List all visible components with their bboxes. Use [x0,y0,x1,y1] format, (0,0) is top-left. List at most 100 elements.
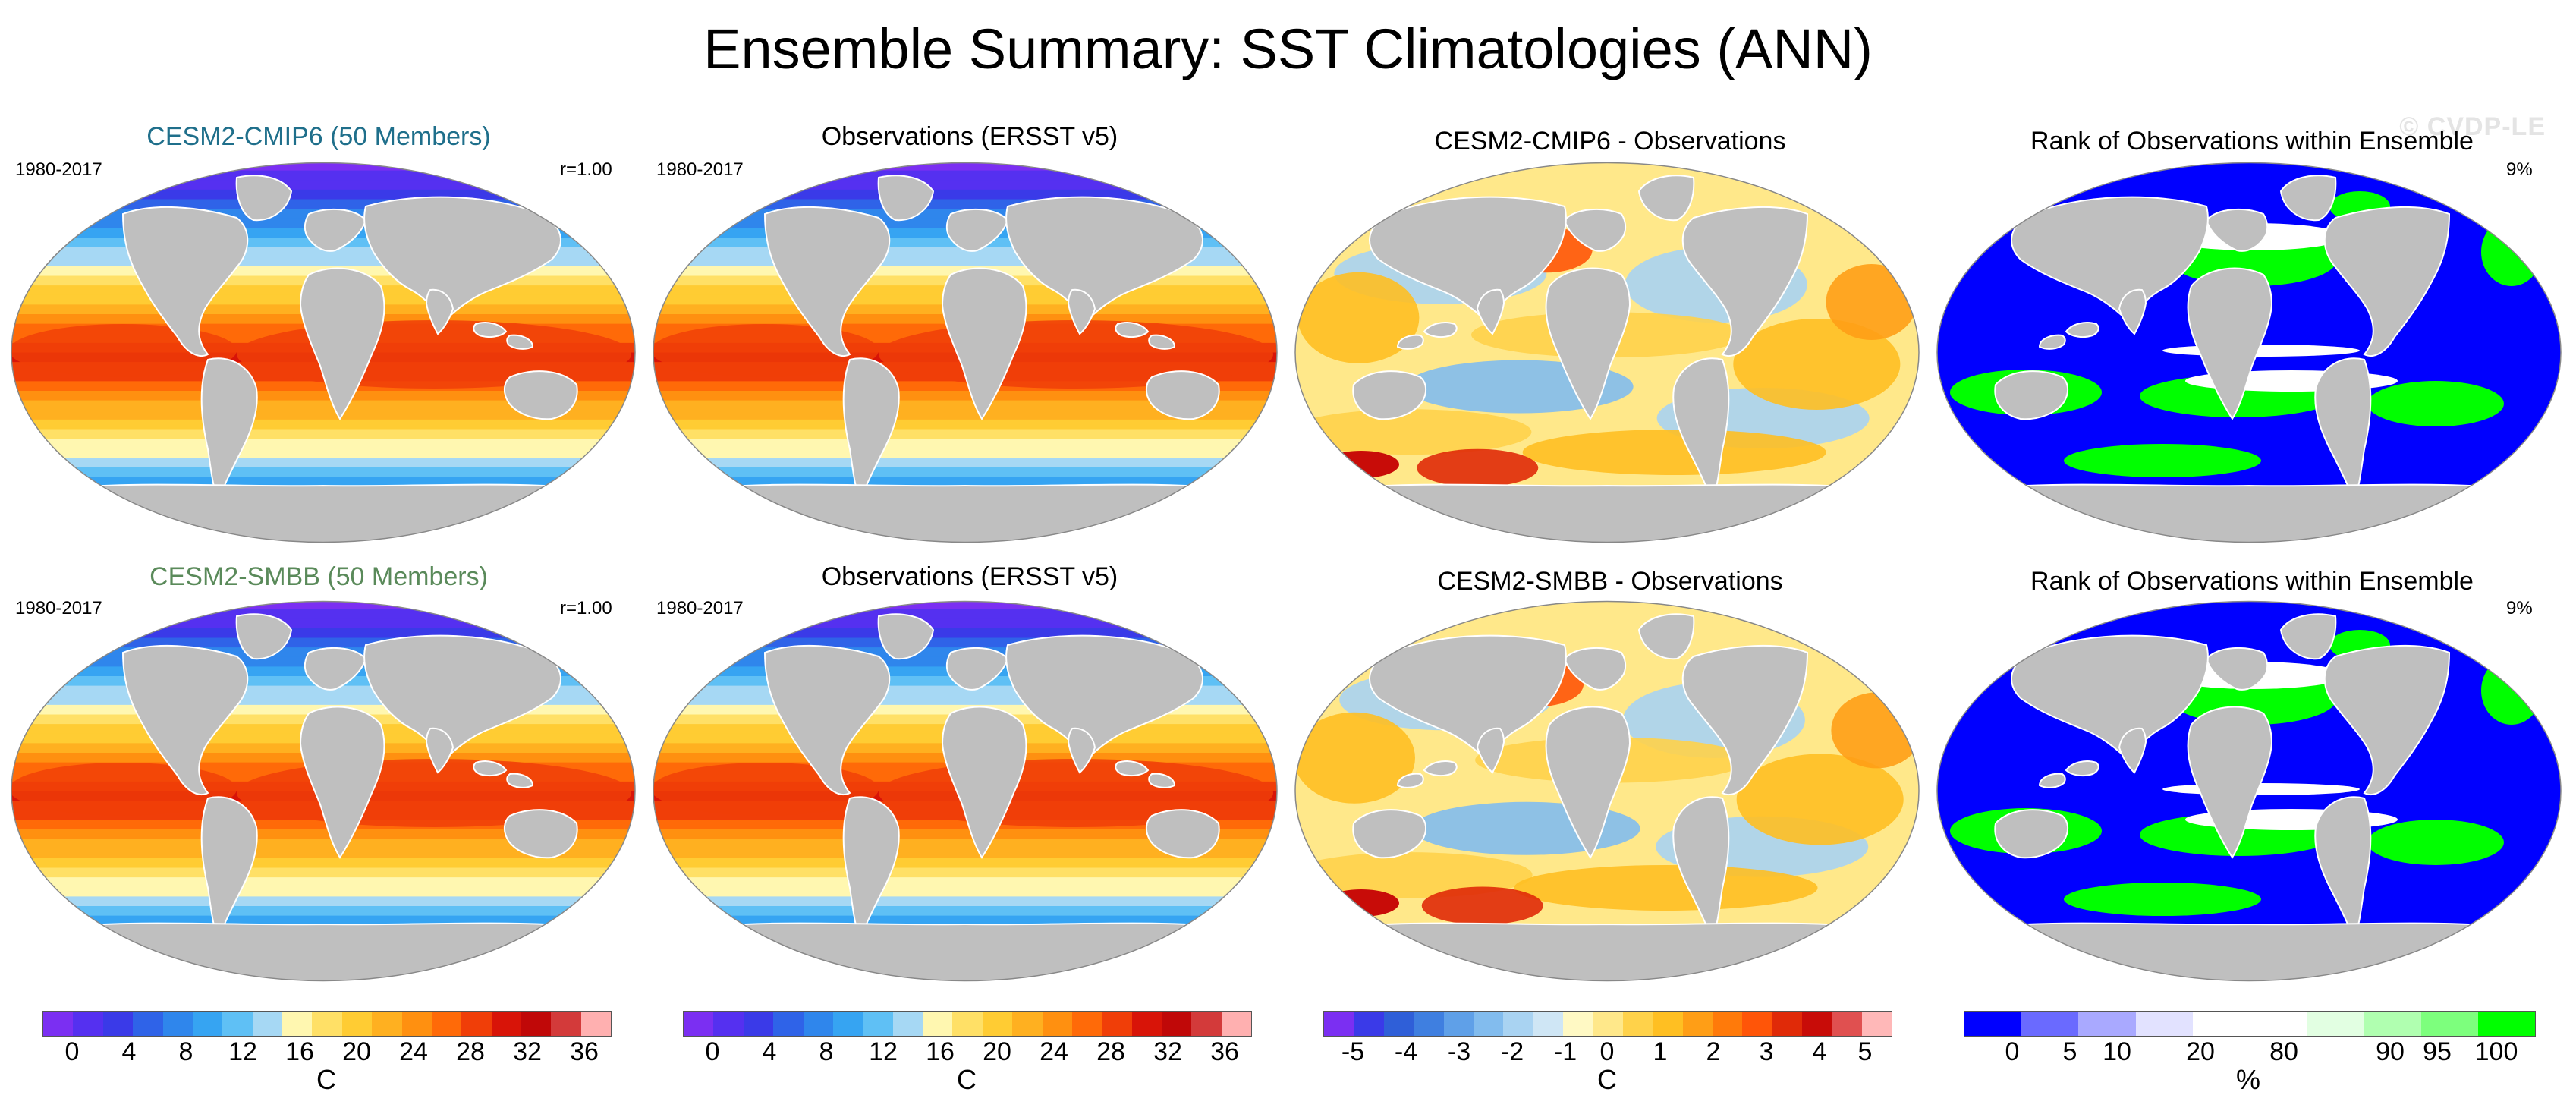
sst-band [11,858,635,869]
colorbar-sst-observations [683,1011,1252,1037]
land-mass [1545,267,1631,420]
colorbar-tick-label: 24 [399,1037,428,1066]
land-mass [2323,206,2451,357]
land-mass [2314,796,2372,942]
land-mass [680,922,1252,981]
sst-band [11,886,635,898]
colorbar-swatch [1533,1012,1563,1036]
sst-band [11,628,635,639]
land-mass [1369,634,1567,760]
sst-band [11,637,635,649]
land-mass [1320,483,1892,543]
colorbar-tick-label: 8 [178,1037,193,1066]
colorbar-tick-label: 20 [983,1037,1011,1066]
land-mass [1672,357,1730,503]
map-rank-of-observations [1935,161,2563,544]
sst-band [11,829,635,840]
colorbar-swatch [1071,1012,1102,1036]
sst-band [653,906,1277,917]
colorbar-swatch [1861,1012,1892,1036]
difference-anomaly [1295,409,1532,455]
colorbar-tick-label: 0 [705,1037,720,1066]
rank-high-region [2367,820,2504,865]
land-mass [1115,760,1150,777]
colorbar-tick-label: 80 [2269,1037,2298,1066]
colorbar-swatch [1162,1012,1192,1036]
land-mass [425,727,454,774]
rank-high-region [2064,444,2261,477]
difference-anomaly [1733,318,1901,410]
land-mass [1563,647,1627,691]
land-mass [2187,706,2273,859]
land-mass [1681,644,1809,795]
land-mass [38,922,610,981]
land-mass [941,267,1027,420]
colorbar-unit-label: C [316,1064,336,1095]
map-border [1294,600,1920,982]
sst-band [653,618,1277,629]
colorbar-swatch [401,1012,432,1036]
land-mass [200,357,258,503]
panel-title-cmip6-difference: CESM2-CMIP6 - Observations [1434,127,1786,156]
sst-band [11,162,635,172]
colorbar-swatch [1191,1012,1222,1036]
colorbar-swatch [1622,1012,1653,1036]
sst-band [653,429,1277,440]
map-smbb-minus-observations [1293,599,1921,983]
colorbar-swatch [2307,1012,2364,1036]
colorbar-unit-label: C [957,1064,977,1095]
land-mass [1423,322,1458,338]
colorbar-swatch [133,1012,163,1036]
sst-band [653,162,1277,172]
land-mass [363,634,561,760]
land-mass [506,773,534,788]
sst-band [11,867,635,879]
difference-anomaly [1831,692,1919,769]
colorbar-sst-model [42,1011,612,1037]
land-mass [680,483,1252,543]
land-mass [200,796,258,942]
sst-band [653,410,1277,420]
colorbar-tick-label: 16 [926,1037,955,1066]
land-mass [1994,370,2068,420]
colorbar-swatch [102,1012,134,1036]
land-mass [2118,288,2147,335]
land-mass [1067,288,1096,335]
land-mass [941,706,1027,859]
warm-pool [237,759,631,827]
colorbar-swatch [1102,1012,1132,1036]
colorbar-swatch [743,1012,774,1036]
rank-high-region [2481,656,2542,725]
colorbar-swatch [2420,1012,2478,1036]
colorbar-tick-label: 4 [121,1037,137,1066]
sst-band [653,609,1277,620]
land-mass [1681,206,1809,357]
land-mass [1545,706,1631,859]
rank-percent-label: 9% [2506,159,2533,180]
sst-band [653,637,1277,649]
land-mass [945,647,1009,691]
colorbar-swatch [1324,1012,1354,1036]
colorbar-swatch [192,1012,223,1036]
colorbar-tick-label: 16 [285,1037,314,1066]
sst-band [11,609,635,620]
difference-anomaly [1295,852,1533,898]
sst-band [11,448,635,459]
colorbar-unit-label: % [2235,1064,2261,1095]
colorbar-swatch [282,1012,313,1036]
land-mass [121,206,249,357]
sst-band [653,419,1277,430]
rank-mid-region [2162,783,2360,795]
map-rank-of-observations [1935,599,2563,983]
colorbar-tick-label: 1 [1653,1037,1668,1066]
map-border [653,600,1278,982]
colorbar-difference [1323,1011,1892,1037]
land-mass [1369,196,1567,322]
colorbar-swatch [1682,1012,1713,1036]
colorbar-tick-label: 36 [1210,1037,1239,1066]
land-mass [1005,196,1203,322]
land-mass [2038,334,2066,350]
colorbar-swatch [1593,1012,1623,1036]
sst-band [11,848,635,859]
sst-band [653,877,1277,888]
